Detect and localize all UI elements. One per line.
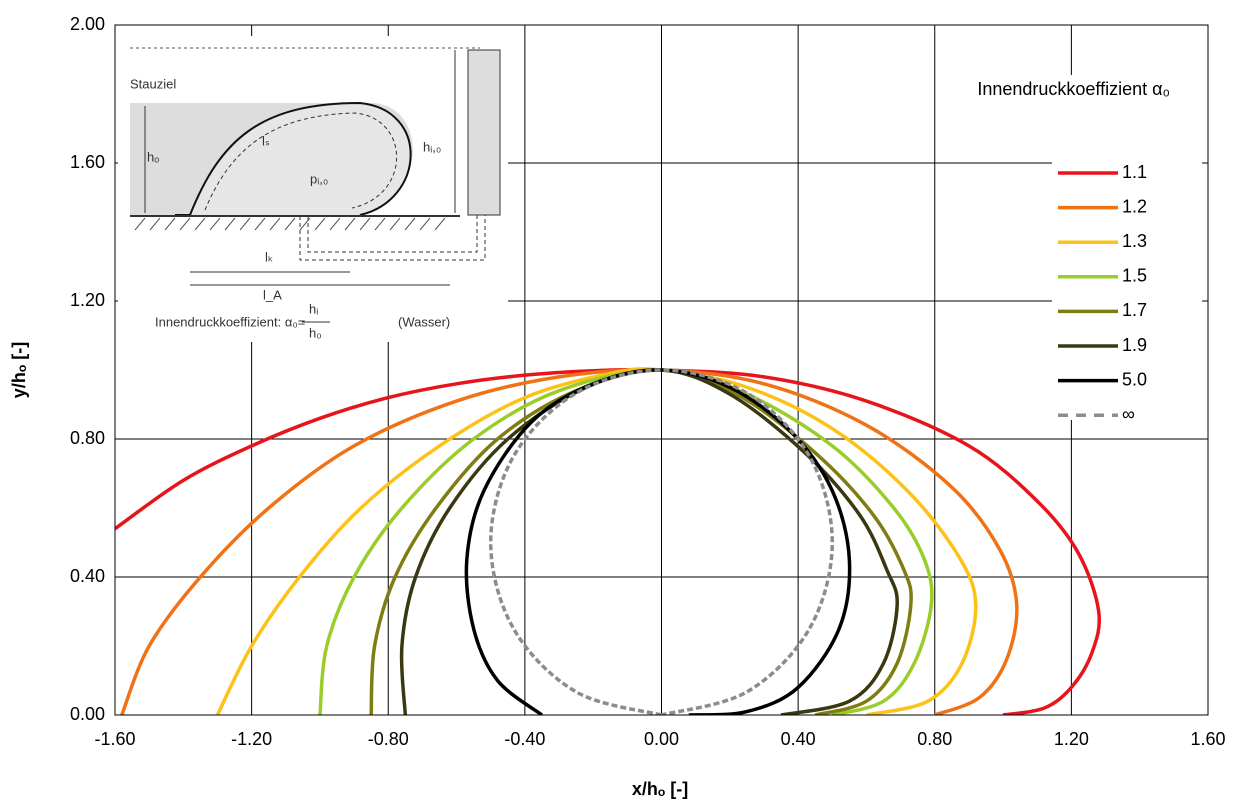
series-line	[464, 368, 852, 715]
inset-label: lₛ	[262, 133, 270, 148]
legend-label: 1.9	[1122, 335, 1147, 355]
x-tick-label: 0.80	[917, 729, 952, 749]
y-tick-label: 1.60	[70, 152, 105, 172]
series-line	[399, 368, 899, 715]
y-tick-label: 1.20	[70, 290, 105, 310]
inset-label: l_A	[263, 287, 282, 302]
inset-label: Innendruckkoeffizient: α₀=	[155, 314, 305, 329]
inset-label: hₒ	[147, 149, 159, 164]
legend-label: 1.7	[1122, 300, 1147, 320]
y-tick-label: 0.40	[70, 566, 105, 586]
x-tick-label: 1.60	[1190, 729, 1225, 749]
legend-label: 1.1	[1122, 162, 1147, 182]
x-tick-label: -0.40	[504, 729, 545, 749]
x-tick-label: 0.00	[644, 729, 679, 749]
inset-diagram	[118, 36, 508, 342]
inset-labels: Stauziel hₒ lₛ pᵢ,₀ hᵢ,₀ lₖ l_A Innendruckkoeff…	[130, 76, 450, 340]
x-tick-label: -0.80	[368, 729, 409, 749]
x-tick-label: 1.20	[1054, 729, 1089, 749]
y-tick-label: 2.00	[70, 14, 105, 34]
inset-label: lₖ	[265, 249, 273, 264]
x-tick-label: -1.20	[231, 729, 272, 749]
inset-label: pᵢ,₀	[310, 171, 328, 186]
series-line	[215, 367, 978, 715]
legend-label: 5.0	[1122, 369, 1147, 389]
inset-label: hᵢ	[309, 301, 318, 316]
y-axis-label: y/hₒ [-]	[9, 342, 29, 398]
legend-title: Innendruckkoeffizient α₀	[977, 79, 1170, 99]
y-tick-label: 0.80	[70, 428, 105, 448]
inset-hatch	[134, 217, 446, 231]
series	[115, 367, 1101, 715]
legend-label: ∞	[1122, 404, 1135, 424]
inset-label: hᵢ,₀	[423, 139, 441, 154]
inset-standpipe	[467, 49, 501, 216]
series-line	[115, 367, 1101, 715]
legend-label: 1.2	[1122, 196, 1147, 216]
inset-tube-inner	[204, 112, 398, 211]
y-tick-label: 0.00	[70, 704, 105, 724]
plot-frame	[114, 24, 1209, 716]
inset-label: h₀	[309, 325, 322, 340]
inset-pipe	[299, 215, 486, 261]
x-tick-label: -1.60	[94, 729, 135, 749]
inset-tube	[175, 101, 412, 216]
x-tick-label: 0.40	[781, 729, 816, 749]
legend-label: 1.5	[1122, 266, 1147, 286]
x-axis-label: x/hₒ [-]	[632, 779, 688, 799]
inset-label: (Wasser)	[398, 314, 450, 329]
legend-label: 1.3	[1122, 231, 1147, 251]
inset-label: Stauziel	[130, 76, 176, 91]
series-line	[369, 368, 913, 715]
legend-bg	[1052, 75, 1202, 420]
